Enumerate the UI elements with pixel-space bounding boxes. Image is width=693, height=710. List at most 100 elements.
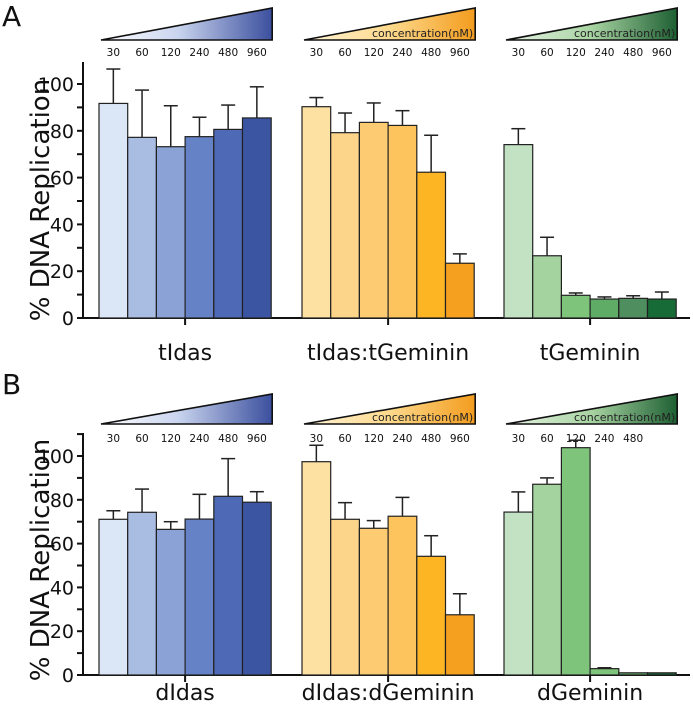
y-tick-label: 0 bbox=[62, 665, 74, 687]
bar-group-tidas: 30 60 120 240 480 960 tIdas bbox=[98, 7, 274, 366]
bar-group-tidas-tgeminin: concentration(nM) 30 60 120 240 480 960 tIdas:t… bbox=[301, 7, 477, 366]
panel-label: A bbox=[2, 0, 21, 33]
y-tick-label: 100 bbox=[38, 446, 74, 468]
bar bbox=[155, 146, 186, 319]
bar bbox=[560, 294, 591, 319]
bar bbox=[560, 447, 591, 676]
concentration-label: 480 bbox=[421, 47, 441, 59]
concentration-label: 30 bbox=[512, 47, 525, 59]
bar bbox=[155, 528, 186, 676]
y-axis-label: % DNA Replication bbox=[26, 79, 56, 321]
concentration-title: concentration(nM) bbox=[372, 27, 473, 40]
y-tick-label: 60 bbox=[50, 168, 74, 190]
bar bbox=[387, 515, 418, 676]
bar bbox=[213, 128, 244, 319]
concentration-label: 60 bbox=[540, 433, 553, 445]
concentration-label: 480 bbox=[623, 47, 643, 59]
bar bbox=[241, 117, 272, 319]
concentration-label: 60 bbox=[135, 433, 148, 445]
concentration-label: 240 bbox=[189, 47, 209, 59]
concentration-label: 120 bbox=[161, 433, 181, 445]
bar bbox=[444, 262, 475, 319]
concentration-label: 60 bbox=[338, 47, 351, 59]
concentration-label: 120 bbox=[364, 433, 384, 445]
bar bbox=[416, 555, 447, 676]
bar bbox=[503, 511, 534, 676]
concentration-title: concentration(nM) bbox=[574, 27, 675, 40]
bar bbox=[241, 501, 272, 676]
concentration-label: 30 bbox=[107, 433, 120, 445]
bar bbox=[358, 121, 389, 319]
concentration-label: 960 bbox=[450, 47, 470, 59]
concentration-label: 240 bbox=[594, 47, 614, 59]
bar bbox=[503, 144, 534, 319]
bar bbox=[416, 171, 447, 319]
concentration-label: 240 bbox=[189, 433, 209, 445]
panel-a: A 0 20 40 60 80 100% DNA Replication 30 60 120 240… bbox=[2, 0, 690, 366]
bar bbox=[213, 495, 244, 676]
y-tick-label: 40 bbox=[50, 577, 74, 599]
bar bbox=[127, 136, 157, 319]
group-label: dIdas:dGeminin bbox=[302, 681, 475, 706]
bar bbox=[618, 672, 649, 676]
concentration-label: 480 bbox=[218, 433, 238, 445]
bar bbox=[358, 527, 389, 676]
concentration-label: 30 bbox=[310, 433, 323, 445]
bar bbox=[330, 518, 361, 676]
concentration-label: 240 bbox=[392, 433, 412, 445]
bar bbox=[301, 461, 332, 676]
concentration-label: 480 bbox=[218, 47, 238, 59]
y-tick-label: 80 bbox=[50, 121, 74, 143]
concentration-label: 30 bbox=[107, 47, 120, 59]
panel-b: B 0 20 40 60 80 100% DNA Replication 30 60 120 240… bbox=[2, 368, 690, 706]
y-tick-label: 0 bbox=[62, 308, 74, 330]
bar-group-didas-dgeminin: concentration(nM) 30 60 120 240 480 960 dIdas:d… bbox=[301, 393, 477, 706]
concentration-label: 60 bbox=[135, 47, 148, 59]
bar bbox=[444, 614, 475, 676]
bar bbox=[184, 518, 215, 676]
bar bbox=[98, 102, 129, 319]
concentration-label: 960 bbox=[450, 433, 470, 445]
concentration-gradient-triangle bbox=[303, 7, 477, 41]
bar-group-dgeminin: concentration(nM) 30 60 120 240 480 dGeminin bbox=[503, 393, 679, 706]
concentration-gradient-triangle bbox=[505, 7, 679, 41]
bar bbox=[532, 483, 563, 676]
bar-group-tgeminin: concentration(nM) 30 60 120 240 480 960 tGemini… bbox=[503, 7, 679, 366]
concentration-gradient-triangle bbox=[505, 393, 679, 425]
y-tick-label: 20 bbox=[50, 261, 74, 283]
bar bbox=[646, 672, 677, 676]
panel-label: B bbox=[2, 368, 21, 401]
y-tick-label: 20 bbox=[50, 621, 74, 643]
concentration-label: 240 bbox=[392, 47, 412, 59]
bar bbox=[184, 136, 215, 319]
y-tick-label: 60 bbox=[50, 534, 74, 556]
group-label: tIdas:tGeminin bbox=[307, 341, 469, 366]
concentration-gradient-triangle bbox=[303, 393, 477, 425]
bar bbox=[387, 124, 418, 319]
group-label: tGeminin bbox=[540, 341, 641, 366]
bar bbox=[98, 518, 129, 676]
concentration-title: concentration(nM) bbox=[574, 411, 675, 424]
bar bbox=[589, 298, 620, 319]
concentration-label: 120 bbox=[161, 47, 181, 59]
concentration-label: 960 bbox=[247, 47, 267, 59]
bar bbox=[301, 106, 332, 319]
concentration-label: 960 bbox=[652, 47, 672, 59]
concentration-label: 120 bbox=[364, 47, 384, 59]
concentration-label: 480 bbox=[623, 433, 643, 445]
concentration-label: 240 bbox=[594, 433, 614, 445]
concentration-gradient-triangle bbox=[100, 7, 274, 41]
group-label: dIdas bbox=[155, 681, 214, 706]
concentration-label: 60 bbox=[540, 47, 553, 59]
concentration-label: 30 bbox=[310, 47, 323, 59]
concentration-label: 30 bbox=[512, 433, 525, 445]
bar bbox=[589, 668, 620, 676]
concentration-label: 120 bbox=[566, 433, 586, 445]
y-tick-label: 40 bbox=[50, 214, 74, 236]
group-label: tIdas bbox=[158, 341, 212, 366]
concentration-label: 480 bbox=[421, 433, 441, 445]
y-tick-label: 80 bbox=[50, 490, 74, 512]
bar bbox=[127, 511, 157, 676]
concentration-label: 60 bbox=[338, 433, 351, 445]
